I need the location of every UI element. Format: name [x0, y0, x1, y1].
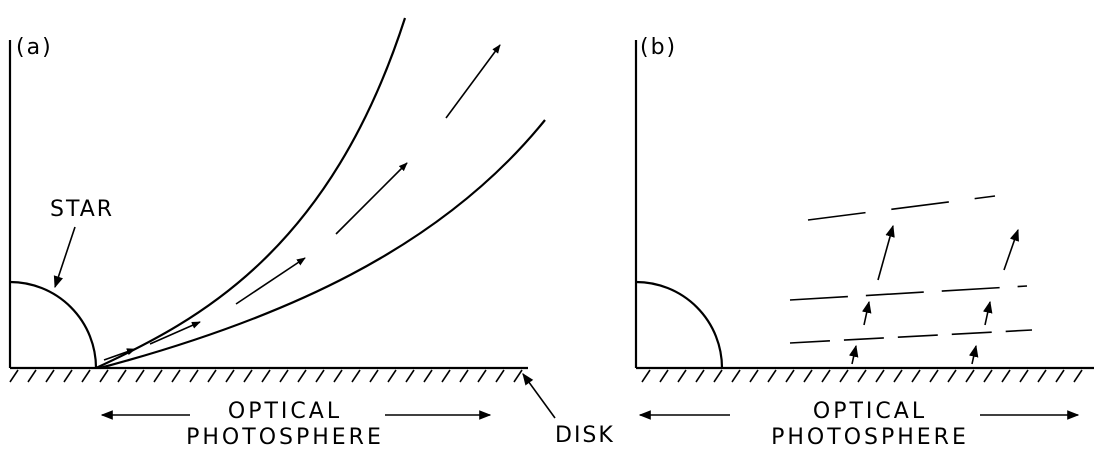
hatch-mark: [370, 370, 378, 382]
star: [10, 282, 96, 368]
hatch-mark: [226, 370, 234, 382]
hatch-mark: [822, 370, 830, 382]
panel-label: (b): [640, 35, 677, 60]
hatch-mark: [172, 370, 180, 382]
hatch-mark: [406, 370, 414, 382]
wind-boundary-upper: [96, 18, 405, 368]
star: [636, 282, 722, 368]
flow-arrow: [878, 226, 893, 280]
star-label: STAR: [50, 197, 114, 222]
axis-label-line1: OPTICAL: [228, 399, 342, 424]
hatch-mark: [930, 370, 938, 382]
hatch-mark: [136, 370, 144, 382]
flow-arrow: [336, 163, 407, 234]
hatch-mark: [840, 370, 848, 382]
hatch-mark: [1020, 370, 1028, 382]
hatch-mark: [786, 370, 794, 382]
hatch-mark: [714, 370, 722, 382]
hatch-mark: [64, 370, 72, 382]
hatch-mark: [190, 370, 198, 382]
hatch-mark: [496, 370, 504, 382]
hatch-mark: [460, 370, 468, 382]
figure: (a) STAR OPTICAL PHOTOSPHERE DISK (b) OP…: [0, 0, 1104, 446]
hatch-mark: [262, 370, 270, 382]
hatch-mark: [442, 370, 450, 382]
hatch-mark: [208, 370, 216, 382]
hatch-mark: [316, 370, 324, 382]
axis-label-line1: OPTICAL: [813, 399, 927, 424]
hatch-mark: [984, 370, 992, 382]
hatch-mark: [1074, 370, 1082, 382]
hatch-mark: [876, 370, 884, 382]
hatch-mark: [280, 370, 288, 382]
hatch-mark: [298, 370, 306, 382]
hatch-mark: [46, 370, 54, 382]
hatch-mark: [642, 370, 650, 382]
disk-hatching: [642, 370, 1082, 382]
hatch-mark: [948, 370, 956, 382]
level-line: [790, 330, 1032, 343]
disk-hatching: [10, 370, 522, 382]
hatch-mark: [154, 370, 162, 382]
hatch-mark: [804, 370, 812, 382]
disk-label: DISK: [555, 423, 615, 446]
panel-b: (b) OPTICAL PHOTOSPHERE: [636, 35, 1094, 446]
star-pointer: [55, 227, 75, 287]
flow-arrows: [104, 45, 500, 360]
hatch-mark: [660, 370, 668, 382]
flow-arrow: [985, 302, 990, 325]
level-line: [808, 196, 995, 220]
panel-label: (a): [16, 35, 53, 60]
hatch-mark: [966, 370, 974, 382]
hatch-mark: [388, 370, 396, 382]
panel-a: (a) STAR OPTICAL PHOTOSPHERE DISK: [10, 18, 615, 446]
hatch-mark: [10, 370, 18, 382]
level-line: [790, 286, 1027, 300]
flow-arrow: [104, 349, 135, 360]
hatch-mark: [912, 370, 920, 382]
flow-arrow: [972, 346, 976, 364]
hatch-mark: [352, 370, 360, 382]
flow-arrow: [236, 258, 305, 304]
hatch-mark: [514, 370, 522, 382]
hatch-mark: [1002, 370, 1010, 382]
hatch-mark: [1038, 370, 1046, 382]
hatch-mark: [858, 370, 866, 382]
hatch-mark: [750, 370, 758, 382]
hatch-mark: [696, 370, 704, 382]
axis-label-line2: PHOTOSPHERE: [186, 425, 384, 446]
hatch-mark: [334, 370, 342, 382]
flow-arrow: [864, 302, 869, 325]
flow-arrow: [852, 346, 856, 364]
hatch-mark: [732, 370, 740, 382]
flow-arrow: [1004, 230, 1018, 270]
hatch-mark: [118, 370, 126, 382]
hatch-mark: [894, 370, 902, 382]
hatch-mark: [244, 370, 252, 382]
level-lines: [790, 196, 1032, 343]
hatch-mark: [768, 370, 776, 382]
hatch-mark: [478, 370, 486, 382]
disk-pointer: [523, 374, 555, 418]
hatch-mark: [82, 370, 90, 382]
hatch-mark: [28, 370, 36, 382]
hatch-mark: [678, 370, 686, 382]
hatch-mark: [424, 370, 432, 382]
wind-boundary-lower: [100, 120, 545, 368]
hatch-mark: [1056, 370, 1064, 382]
axis-label-line2: PHOTOSPHERE: [771, 425, 969, 446]
hatch-mark: [100, 370, 108, 382]
flow-arrow: [446, 45, 500, 118]
